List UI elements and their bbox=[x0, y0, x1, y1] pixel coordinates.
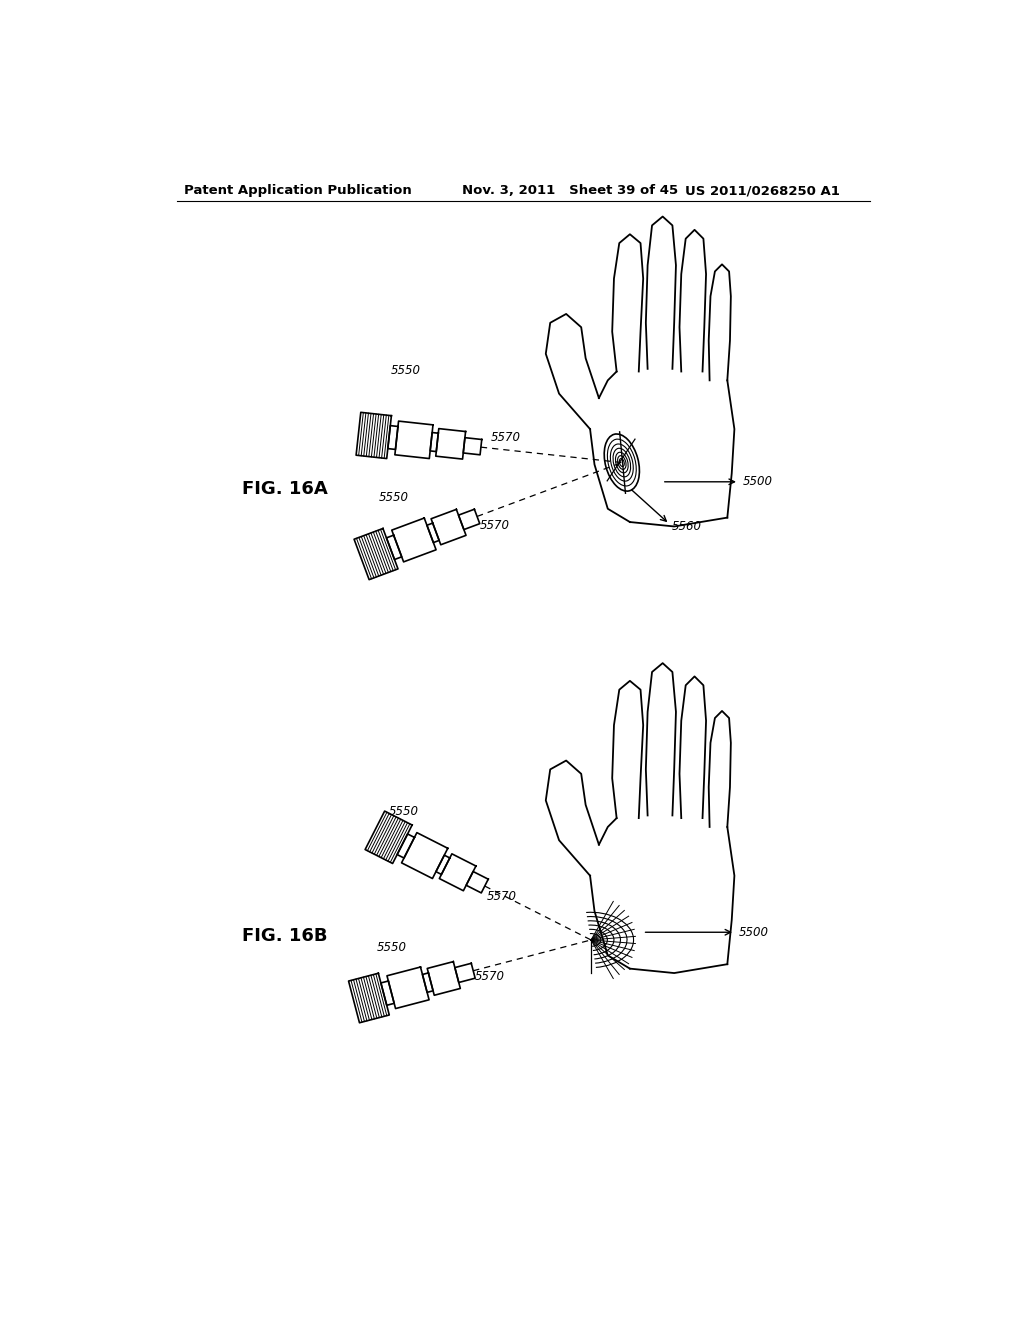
Text: US 2011/0268250 A1: US 2011/0268250 A1 bbox=[685, 185, 840, 197]
Text: FIG. 16B: FIG. 16B bbox=[243, 927, 328, 945]
Text: 5550: 5550 bbox=[379, 491, 409, 504]
Text: 5570: 5570 bbox=[480, 519, 510, 532]
Text: 5560: 5560 bbox=[672, 520, 701, 533]
Text: 5570: 5570 bbox=[486, 890, 516, 903]
Text: Nov. 3, 2011   Sheet 39 of 45: Nov. 3, 2011 Sheet 39 of 45 bbox=[462, 185, 678, 197]
Text: 5500: 5500 bbox=[739, 925, 769, 939]
Text: FIG. 16A: FIG. 16A bbox=[243, 480, 328, 499]
Text: 5500: 5500 bbox=[742, 475, 773, 488]
Text: 5550: 5550 bbox=[391, 363, 421, 376]
Text: Patent Application Publication: Patent Application Publication bbox=[184, 185, 413, 197]
Text: 5550: 5550 bbox=[388, 805, 419, 818]
Text: 5550: 5550 bbox=[377, 941, 407, 954]
Text: 5570: 5570 bbox=[475, 970, 505, 982]
Text: 5570: 5570 bbox=[490, 430, 521, 444]
